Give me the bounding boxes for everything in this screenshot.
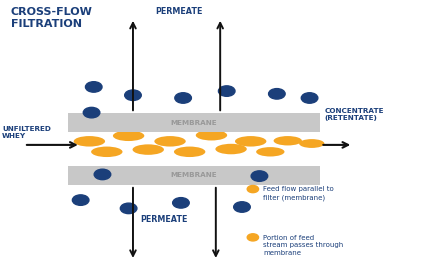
Circle shape (218, 86, 235, 96)
Circle shape (175, 93, 191, 103)
Ellipse shape (256, 147, 285, 156)
Text: MEMBRANE: MEMBRANE (171, 120, 217, 126)
Ellipse shape (274, 136, 302, 145)
Ellipse shape (235, 136, 266, 147)
Text: PERMEATE: PERMEATE (140, 215, 187, 224)
Ellipse shape (174, 147, 205, 157)
Bar (68, 113, 320, 132)
Ellipse shape (113, 131, 144, 141)
Circle shape (251, 171, 268, 181)
Circle shape (247, 185, 259, 193)
Ellipse shape (299, 139, 324, 148)
Circle shape (83, 107, 100, 118)
Circle shape (125, 90, 141, 100)
Circle shape (120, 203, 137, 214)
Ellipse shape (154, 136, 186, 147)
Ellipse shape (133, 144, 164, 155)
Circle shape (173, 198, 189, 208)
Circle shape (269, 89, 285, 99)
Bar (68, 166, 320, 185)
Text: Feed flow parallel to
filter (membrane): Feed flow parallel to filter (membrane) (263, 186, 334, 201)
Text: CROSS-FLOW
FILTRATION: CROSS-FLOW FILTRATION (11, 7, 93, 29)
Text: PERMEATE: PERMEATE (155, 7, 202, 16)
Circle shape (247, 234, 259, 241)
Ellipse shape (91, 147, 123, 157)
Circle shape (94, 169, 111, 180)
Text: MEMBRANE: MEMBRANE (171, 172, 217, 178)
Circle shape (72, 195, 89, 205)
Text: Portion of feed
stream passes through
membrane: Portion of feed stream passes through me… (263, 235, 343, 256)
Circle shape (234, 202, 250, 212)
Circle shape (85, 82, 102, 92)
Circle shape (301, 93, 318, 103)
Ellipse shape (215, 144, 247, 154)
Text: UNFILTERED
WHEY: UNFILTERED WHEY (2, 126, 51, 139)
Ellipse shape (196, 130, 227, 140)
Ellipse shape (74, 136, 105, 147)
Text: CONCENTRATE
(RETENTATE): CONCENTRATE (RETENTATE) (325, 108, 384, 121)
